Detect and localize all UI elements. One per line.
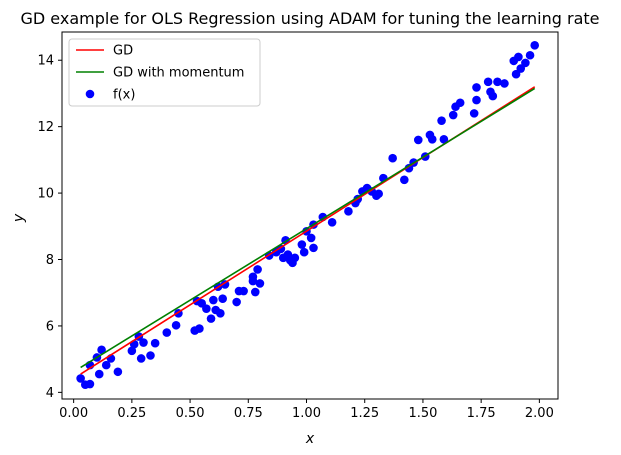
data-point — [113, 367, 123, 377]
data-point — [413, 135, 423, 145]
legend: GD GD with momentum f(x) — [68, 38, 261, 107]
data-point — [136, 354, 146, 363]
data-point — [530, 40, 540, 50]
data-point — [455, 98, 465, 108]
data-point — [488, 91, 498, 101]
data-point — [255, 279, 265, 288]
data-point — [309, 243, 318, 253]
chart-title: GD example for OLS Regression using ADAM… — [21, 9, 600, 28]
data-point — [209, 295, 218, 305]
data-point — [404, 163, 414, 173]
legend-box — [68, 38, 261, 107]
data-point — [427, 134, 437, 144]
data-point — [439, 134, 449, 144]
data-point — [299, 247, 309, 257]
data-point — [327, 218, 337, 227]
y-axis-ticks: 4 6 8 10 12 14 — [37, 54, 62, 401]
data-point — [253, 265, 262, 274]
data-point — [516, 64, 526, 73]
data-point — [150, 338, 160, 348]
data-point — [171, 320, 181, 330]
legend-entry-label: GD — [113, 44, 133, 59]
data-point — [94, 369, 104, 379]
x-tick-label: 1.50 — [408, 406, 437, 421]
x-tick-label: 1.75 — [467, 406, 496, 421]
legend-entry-label: f(x) — [113, 88, 135, 103]
x-tick-label: 2.00 — [525, 406, 554, 421]
x-tick-label: 0.25 — [117, 406, 146, 421]
data-point — [218, 294, 227, 303]
legend-marker-swatch — [85, 89, 95, 99]
data-point — [97, 345, 106, 355]
y-tick-label: 4 — [46, 386, 54, 401]
x-tick-label: 0.00 — [59, 406, 88, 421]
data-point — [239, 286, 248, 296]
x-axis-label: x — [305, 431, 315, 447]
series-layer — [76, 40, 540, 390]
data-point — [146, 351, 155, 360]
data-point — [388, 153, 397, 163]
x-tick-label: 1.00 — [292, 406, 321, 421]
data-point — [101, 360, 111, 370]
x-tick-label: 1.25 — [350, 406, 379, 421]
data-point — [511, 69, 521, 79]
data-point — [290, 253, 300, 263]
x-tick-label: 0.50 — [176, 406, 205, 421]
data-point — [525, 50, 535, 60]
data-point — [472, 83, 481, 92]
data-point — [469, 109, 479, 118]
x-tick-label: 0.75 — [234, 406, 263, 421]
data-point — [248, 272, 258, 282]
data-point — [206, 314, 216, 323]
data-point — [437, 116, 446, 125]
y-tick-label: 8 — [46, 253, 54, 268]
data-point — [514, 52, 523, 62]
data-point — [448, 110, 458, 120]
legend-entry-label: GD with momentum — [113, 66, 244, 81]
axes-frame — [61, 31, 559, 400]
y-tick-label: 14 — [37, 54, 54, 69]
data-point — [85, 379, 95, 389]
data-point — [306, 233, 316, 243]
data-point — [250, 287, 260, 297]
series-line-gd-with-momentum — [80, 87, 536, 369]
data-point — [483, 77, 493, 87]
data-point — [127, 346, 137, 356]
data-point — [139, 338, 148, 347]
data-point — [195, 324, 204, 333]
data-point — [493, 77, 502, 87]
data-point — [400, 175, 409, 185]
data-point — [521, 58, 530, 68]
data-point — [472, 95, 481, 105]
data-point — [297, 240, 307, 249]
data-point — [344, 207, 353, 216]
data-point — [374, 189, 383, 199]
data-point — [500, 79, 509, 88]
data-point — [232, 297, 241, 307]
data-point — [202, 304, 211, 313]
data-point — [216, 309, 225, 318]
y-tick-label: 6 — [46, 319, 54, 334]
data-point — [162, 328, 172, 337]
data-point — [76, 374, 85, 383]
y-tick-label: 10 — [37, 187, 54, 202]
x-axis-ticks: 0.00 0.25 0.50 0.75 1.00 1.25 1.50 1.75 2.00 — [59, 399, 554, 421]
y-tick-label: 12 — [37, 120, 54, 135]
y-axis-label: y — [11, 213, 27, 223]
